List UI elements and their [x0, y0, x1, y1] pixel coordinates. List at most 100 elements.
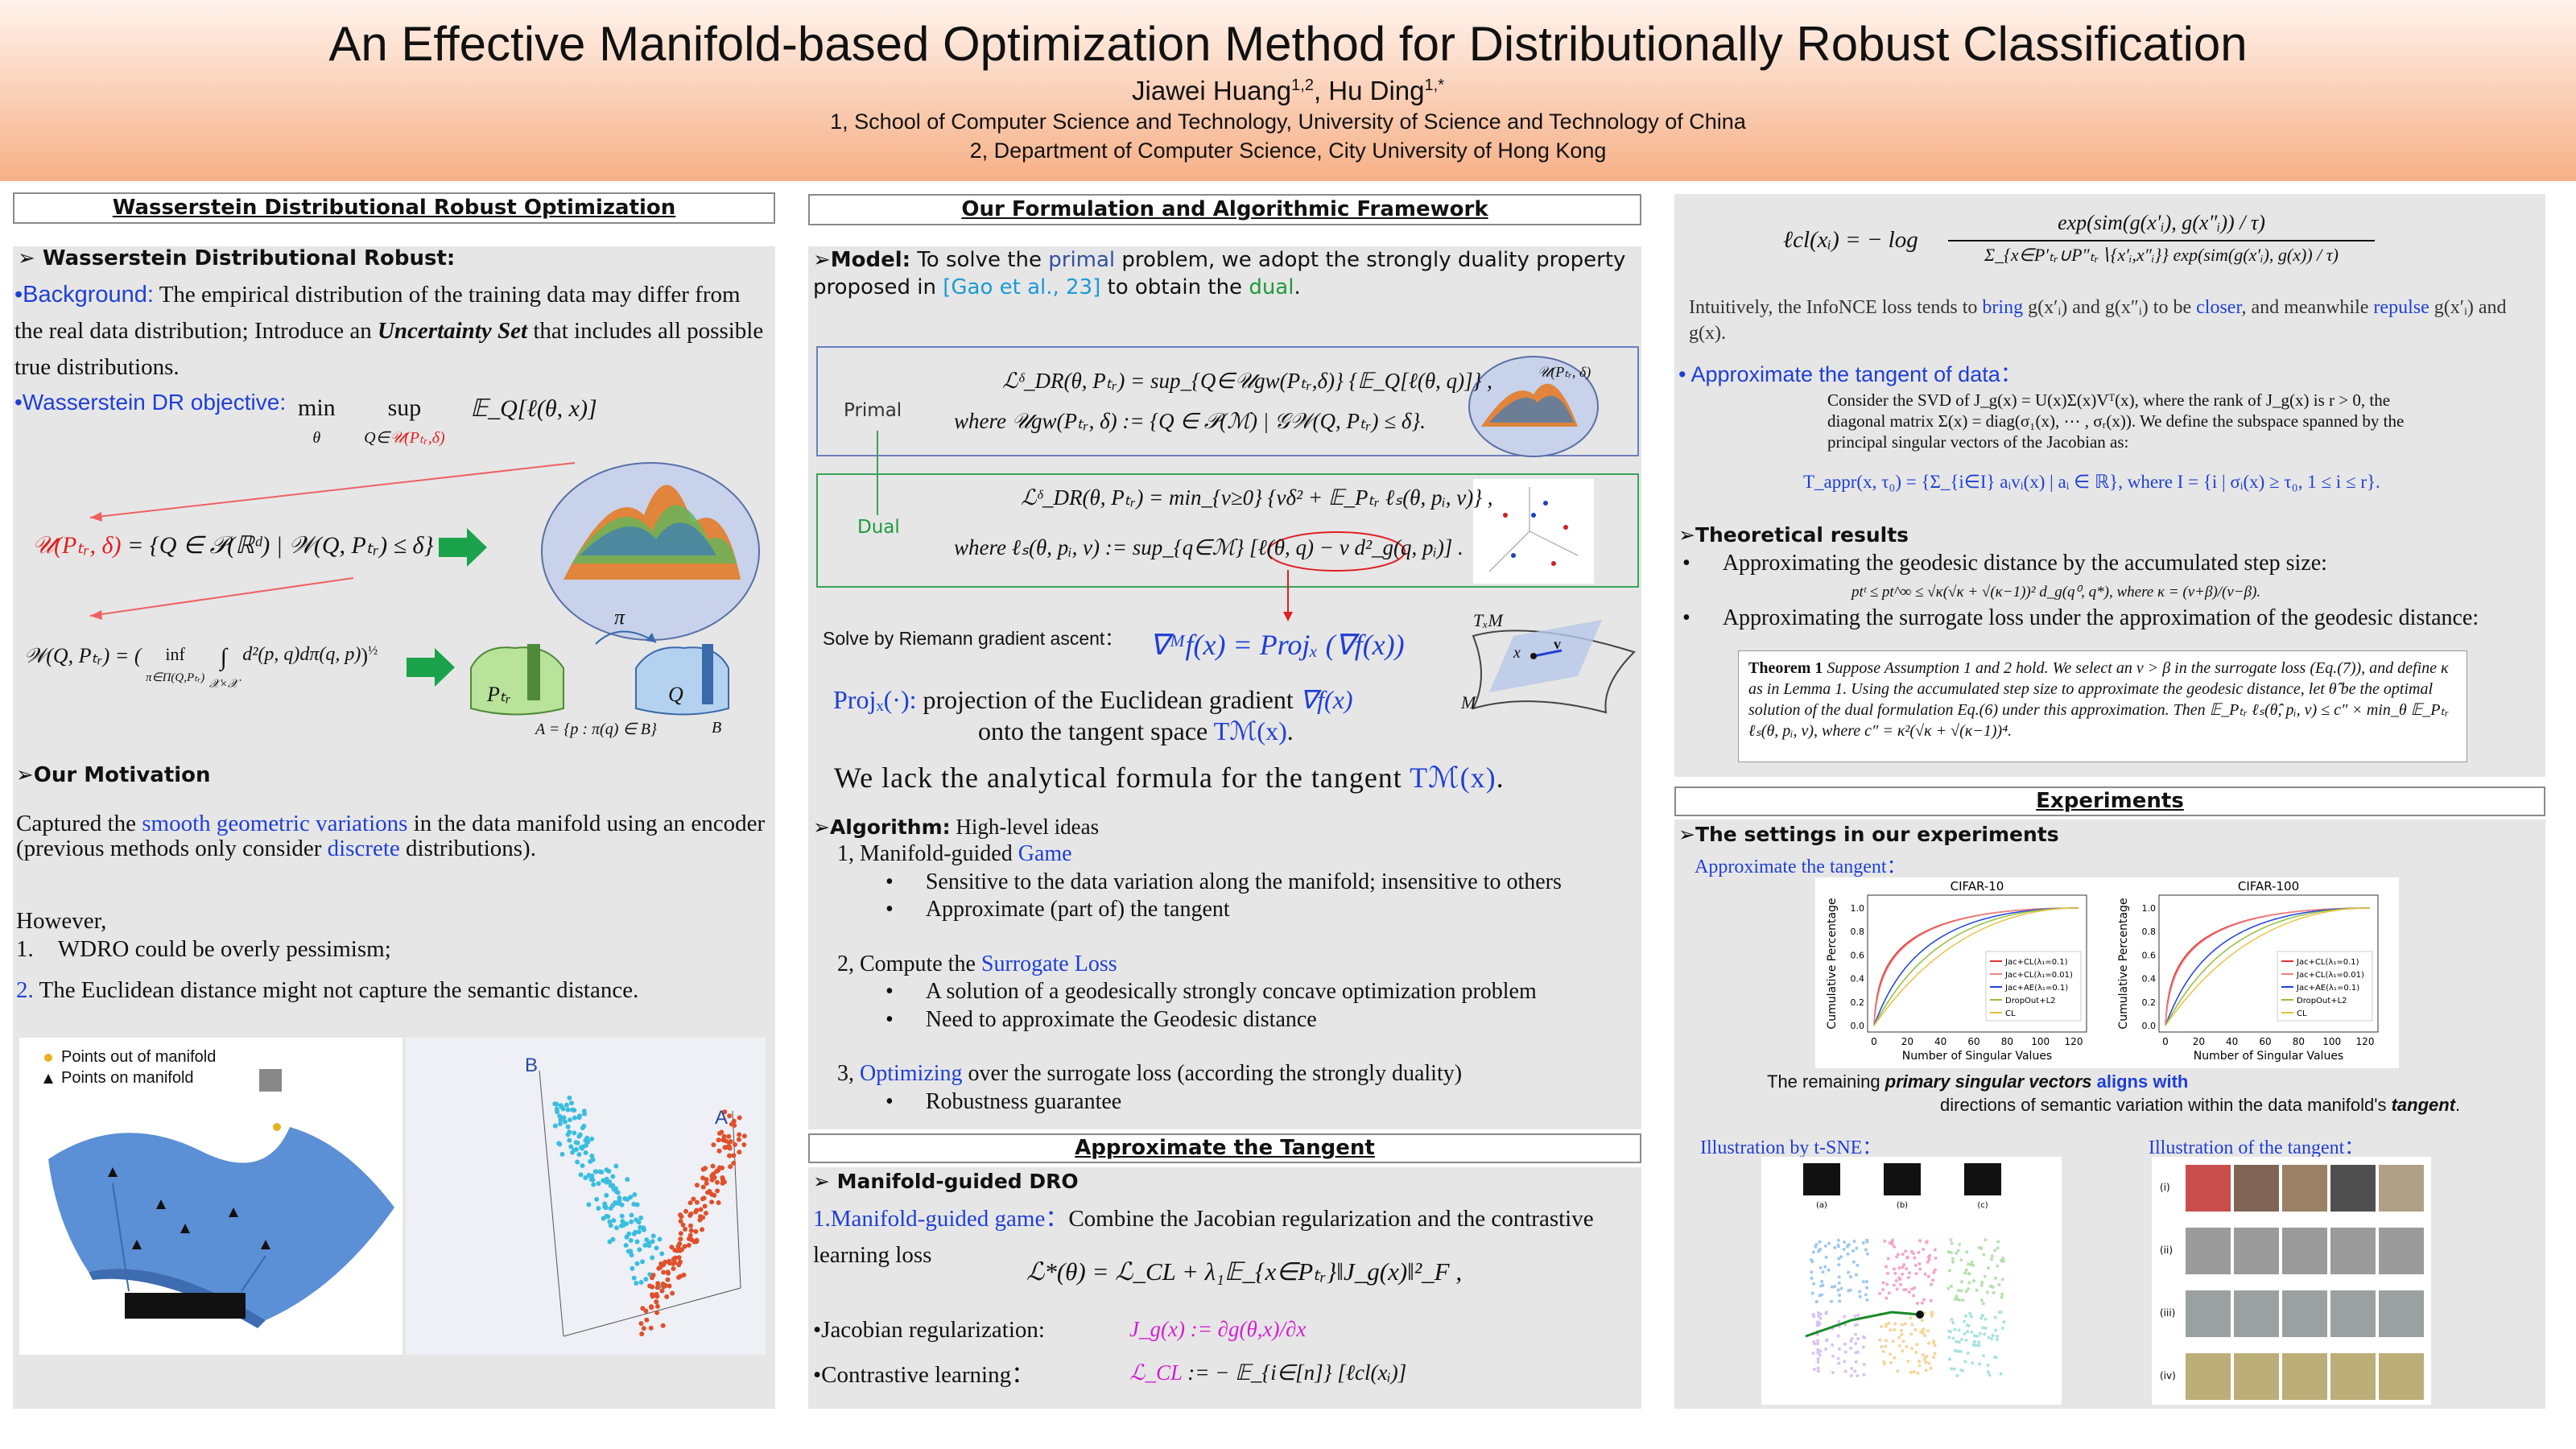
point: [1912, 1369, 1916, 1373]
point: [628, 1237, 634, 1243]
text: However,: [16, 908, 107, 934]
thumbnail: [2282, 1353, 2327, 1400]
point: [655, 1281, 661, 1286]
point: [1847, 1289, 1851, 1293]
text: g(x′ᵢ) and g(x″ᵢ) to be: [2023, 297, 2197, 318]
point: [702, 1203, 708, 1209]
legend-label: Points out of manifold: [61, 1048, 217, 1066]
point: [1904, 1249, 1908, 1253]
point: [1996, 1246, 2000, 1250]
point: [604, 1176, 609, 1182]
point: [586, 1202, 592, 1208]
point: [687, 1200, 693, 1206]
point: [638, 1321, 644, 1327]
x-tick-label: 120: [2065, 1036, 2083, 1047]
number: 2.: [16, 977, 34, 1003]
digit: [1803, 1163, 1840, 1195]
legend-label: Jac+CL(λ₁=0.01): [2004, 971, 2073, 980]
point: [700, 1175, 706, 1181]
emphasis: smooth geometric variations: [142, 811, 408, 836]
point: [1836, 1356, 1840, 1360]
point: [1885, 1296, 1889, 1300]
point: [634, 1261, 640, 1266]
label: 1.Manifold-guided game：: [813, 1206, 1069, 1232]
point: [582, 1111, 588, 1117]
point: [1993, 1276, 1997, 1280]
point: [677, 1241, 683, 1246]
numerator: exp(sim(g(x′ᵢ), g(x″ᵢ)) / τ): [2058, 211, 2265, 234]
curve: [2165, 907, 2371, 1026]
point: [660, 1282, 666, 1287]
point: [638, 1215, 644, 1220]
point: [1924, 1368, 1928, 1373]
legend-label: DropOut+L2: [2005, 997, 2056, 1005]
point: [610, 1174, 616, 1179]
author: , Hu Ding: [1313, 76, 1425, 105]
point: [2001, 1256, 2005, 1260]
thumbnail: [2234, 1228, 2279, 1274]
point: [1899, 1282, 1903, 1286]
point: [625, 1177, 630, 1183]
point: [1972, 1334, 1976, 1338]
label: Illustration of the tangent：: [2149, 1137, 2364, 1158]
point: [1886, 1271, 1890, 1275]
point: [1817, 1320, 1821, 1324]
point: [1981, 1302, 1985, 1306]
point: [608, 1183, 613, 1188]
text: The empirical distribution of the traini…: [14, 282, 741, 344]
point: [1915, 1343, 1919, 1347]
point: [657, 1236, 663, 1242]
point: [1907, 1271, 1911, 1275]
thumbnail: [2330, 1353, 2376, 1400]
point: [1980, 1314, 1984, 1318]
point: [1907, 1290, 1911, 1294]
point: [1967, 1262, 1971, 1266]
point: [1814, 1299, 1818, 1303]
point: [741, 1133, 747, 1139]
op: inf: [165, 644, 185, 664]
point: [572, 1147, 577, 1153]
point: [1926, 1274, 1930, 1278]
point: [1992, 1291, 1996, 1295]
point: [650, 1255, 655, 1261]
thumbnail: [2330, 1290, 2376, 1337]
y-tick-label: 0.6: [1851, 950, 1865, 960]
point: [1823, 1265, 1827, 1269]
point: [654, 1245, 659, 1251]
subheading: ➢ Wasserstein Distributional Robust:: [18, 246, 456, 270]
point: [584, 1142, 589, 1148]
point: [709, 1191, 715, 1197]
point: [1816, 1366, 1820, 1370]
y-axis-label: Cumulative Percentage: [2117, 898, 2130, 1029]
point: [1916, 1371, 1920, 1375]
point: [1965, 1250, 1969, 1254]
point: [1854, 1342, 1858, 1346]
point: [1889, 1352, 1893, 1356]
point: [1950, 1317, 1954, 1321]
point: [1902, 1288, 1906, 1292]
point: [557, 1113, 563, 1119]
point: [1843, 1342, 1847, 1346]
point: [654, 1291, 659, 1297]
bullet: • Approximating the surrogate loss under …: [1682, 605, 2479, 630]
point: [1836, 1243, 1840, 1247]
thumbnail: [2282, 1165, 2327, 1212]
point: [1864, 1280, 1868, 1284]
point: [1810, 1276, 1814, 1280]
point: [611, 1218, 617, 1224]
point: [1986, 1363, 1990, 1367]
text: onto the tangent space: [978, 716, 1214, 745]
point: [1977, 1362, 1981, 1366]
point: [683, 1208, 689, 1214]
point: [1912, 1252, 1916, 1256]
text: Approximating the surrogate loss under t…: [1722, 605, 2479, 630]
label: A = {p : π(q) ∈ B}: [535, 720, 657, 738]
point: [1819, 1284, 1823, 1288]
point: [1837, 1281, 1841, 1285]
point: [711, 1142, 716, 1148]
point: [1972, 1340, 1976, 1344]
formula: Projₓ(·):: [833, 685, 917, 714]
